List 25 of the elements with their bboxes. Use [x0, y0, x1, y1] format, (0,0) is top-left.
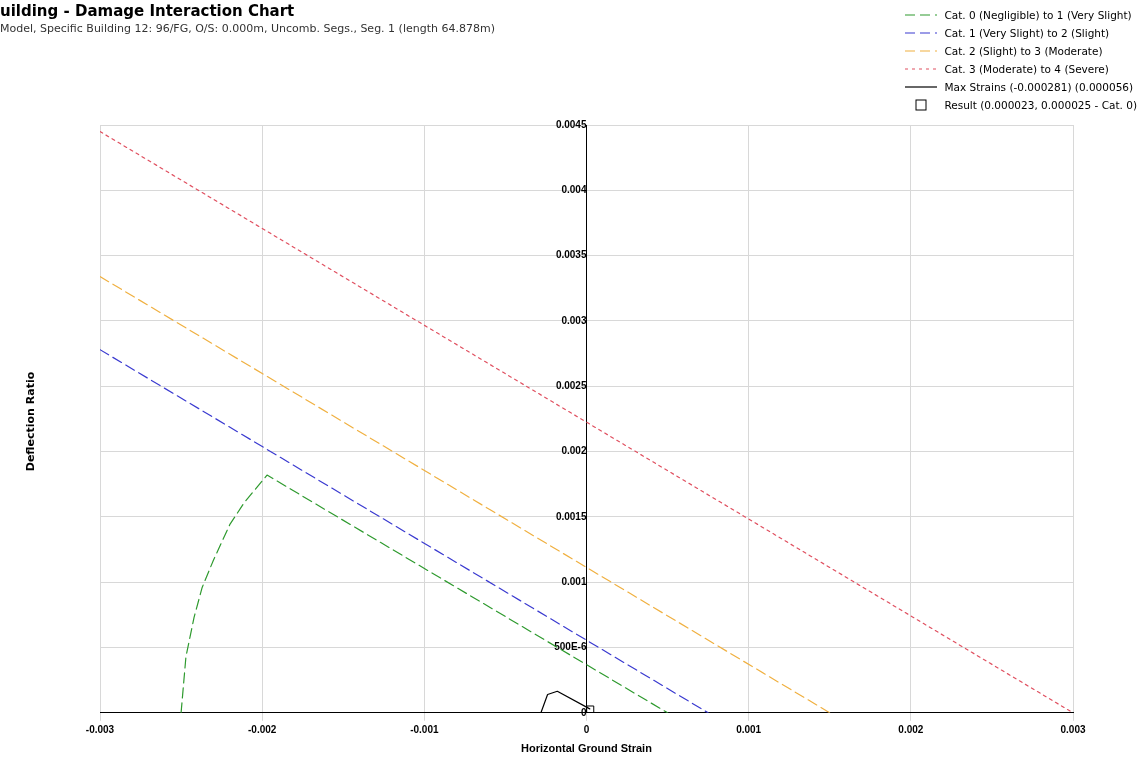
x-axis-title: Horizontal Ground Strain — [521, 742, 653, 755]
x-tick-label: -0.003 — [85, 723, 115, 735]
y-tick-label: 0.0015 — [555, 510, 587, 522]
x-tick-label: 0.001 — [736, 723, 762, 735]
y-tick-label: 0.0045 — [555, 118, 587, 130]
legend-label: Cat. 3 (Moderate) to 4 (Severe) — [944, 63, 1109, 75]
y-tick-label: 0.001 — [561, 575, 587, 587]
legend-label: Cat. 1 (Very Slight) to 2 (Slight) — [944, 27, 1110, 39]
y-tick-label: 0.004 — [561, 184, 587, 196]
y-tick-label: 500E-6 — [554, 641, 587, 653]
y-tick-label: 0.0025 — [555, 379, 587, 391]
x-tick-label: -0.001 — [410, 723, 439, 735]
legend-label: Max Strains (-0.000281) (0.000056) — [944, 81, 1134, 93]
legend-label: Cat. 0 (Negligible) to 1 (Very Slight) — [944, 9, 1132, 21]
x-tick-label: 0.003 — [1060, 723, 1086, 735]
legend-label: Result (0.000023, 0.000025 - Cat. 0) — [944, 99, 1137, 111]
chart-subtitle: Model, Specific Building 12: 96/FG, O/S: 0.000m, Uncomb. Segs., Seg. 1 (length 64.878m) — [0, 22, 495, 35]
legend-label: Cat. 2 (Slight) to 3 (Moderate) — [944, 45, 1103, 57]
y-tick-label: 0.0035 — [555, 249, 587, 261]
x-tick-label: -0.002 — [247, 723, 277, 735]
chart-title: uilding - Damage Interaction Chart — [0, 2, 295, 20]
x-tick-label: 0.002 — [898, 723, 924, 735]
y-tick-label: 0.002 — [561, 445, 587, 457]
y-tick-label: 0.003 — [561, 314, 587, 326]
y-axis-title: Deflection Ratio — [23, 370, 37, 474]
